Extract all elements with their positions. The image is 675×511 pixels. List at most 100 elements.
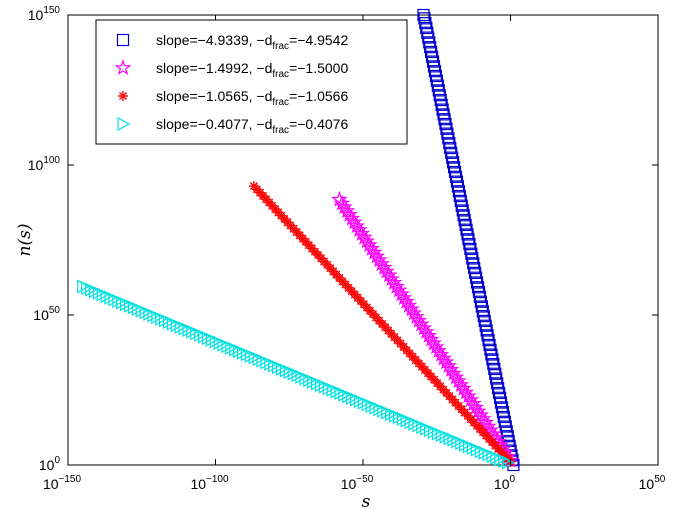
data-point xyxy=(410,311,428,328)
data-point xyxy=(473,290,487,304)
data-point xyxy=(484,343,497,356)
legend: slope=−4.9339, −dfrac=−4.9542 slope=−1.49… xyxy=(95,19,408,145)
data-point xyxy=(459,218,472,231)
data-point xyxy=(365,243,383,260)
data-point xyxy=(479,319,492,332)
data-point xyxy=(353,224,371,241)
series-asterisk xyxy=(248,181,516,467)
data-point xyxy=(417,8,430,22)
data-point xyxy=(454,194,467,207)
data-point xyxy=(373,255,390,272)
data-point xyxy=(370,251,388,268)
legend-label: slope=−0.4077, −dfrac=−0.4076 xyxy=(156,116,348,136)
data-point xyxy=(468,261,481,275)
data-point xyxy=(437,353,455,370)
data-point xyxy=(467,257,480,270)
data-point xyxy=(497,410,510,424)
data-point xyxy=(447,156,460,169)
data-point xyxy=(422,330,440,347)
data-point xyxy=(431,79,444,92)
data-point xyxy=(417,323,435,340)
data-point xyxy=(439,117,452,131)
legend-item: slope=−4.9339, −dfrac=−4.9542 xyxy=(116,32,348,52)
data-point xyxy=(466,252,479,265)
y-tick-label: 10150 xyxy=(28,5,61,23)
data-point xyxy=(368,247,386,264)
data-point xyxy=(424,41,437,54)
data-point xyxy=(479,417,497,434)
data-point xyxy=(400,296,418,313)
data-point xyxy=(485,348,498,361)
y-tick-label: 100 xyxy=(39,455,61,473)
data-point xyxy=(442,360,460,377)
data-point xyxy=(486,353,499,366)
data-point xyxy=(496,406,510,419)
data-point xyxy=(493,391,507,404)
data-point xyxy=(435,349,452,366)
data-point xyxy=(451,180,465,193)
data-point xyxy=(343,209,361,226)
data-point xyxy=(421,26,434,39)
data-point xyxy=(472,406,490,423)
data-point xyxy=(390,281,408,298)
data-point xyxy=(452,185,465,198)
data-point xyxy=(483,338,496,352)
data-point xyxy=(459,387,477,404)
data-point xyxy=(457,383,475,400)
data-point xyxy=(490,372,503,385)
data-point xyxy=(118,91,128,101)
data-point xyxy=(422,31,435,44)
data-point xyxy=(469,266,482,279)
data-point xyxy=(436,103,449,116)
data-point xyxy=(437,108,450,121)
data-point xyxy=(435,98,448,111)
data-point xyxy=(465,247,478,260)
data-point xyxy=(388,277,405,294)
data-point xyxy=(489,367,502,380)
data-point xyxy=(456,204,469,217)
data-point xyxy=(415,319,433,336)
data-point xyxy=(452,376,470,393)
data-point xyxy=(392,285,410,302)
data-point xyxy=(472,286,486,299)
data-point xyxy=(458,213,471,227)
data-point xyxy=(446,151,459,164)
data-point xyxy=(402,300,420,317)
data-point xyxy=(405,304,423,321)
data-point xyxy=(355,228,373,245)
data-point xyxy=(474,295,488,308)
data-point xyxy=(470,271,483,284)
x-tick-label: 1050 xyxy=(639,474,666,492)
data-point xyxy=(117,116,131,132)
data-point xyxy=(461,228,474,241)
data-point xyxy=(478,314,491,328)
data-point xyxy=(375,258,393,275)
data-point xyxy=(441,127,454,140)
data-point xyxy=(474,410,492,427)
data-point xyxy=(462,233,475,246)
series-triangle-right xyxy=(77,279,515,470)
data-point xyxy=(427,60,441,73)
data-point xyxy=(492,386,506,400)
data-point xyxy=(407,307,425,325)
data-point xyxy=(494,396,508,409)
data-point xyxy=(448,161,461,174)
data-point xyxy=(499,420,512,433)
data-point xyxy=(453,189,466,203)
data-point xyxy=(475,300,488,313)
legend-label: slope=−1.0565, −dfrac=−1.0566 xyxy=(156,88,348,108)
x-axis-label: s xyxy=(362,492,371,511)
data-point xyxy=(454,379,472,396)
data-point xyxy=(338,202,356,219)
data-point xyxy=(432,345,450,362)
data-point xyxy=(358,232,376,249)
data-point xyxy=(433,89,446,102)
data-point xyxy=(491,377,504,390)
data-point xyxy=(445,364,462,381)
data-point xyxy=(464,242,477,255)
data-point xyxy=(430,74,443,87)
data-point xyxy=(450,175,464,188)
data-point xyxy=(447,368,465,385)
data-point xyxy=(498,415,511,428)
